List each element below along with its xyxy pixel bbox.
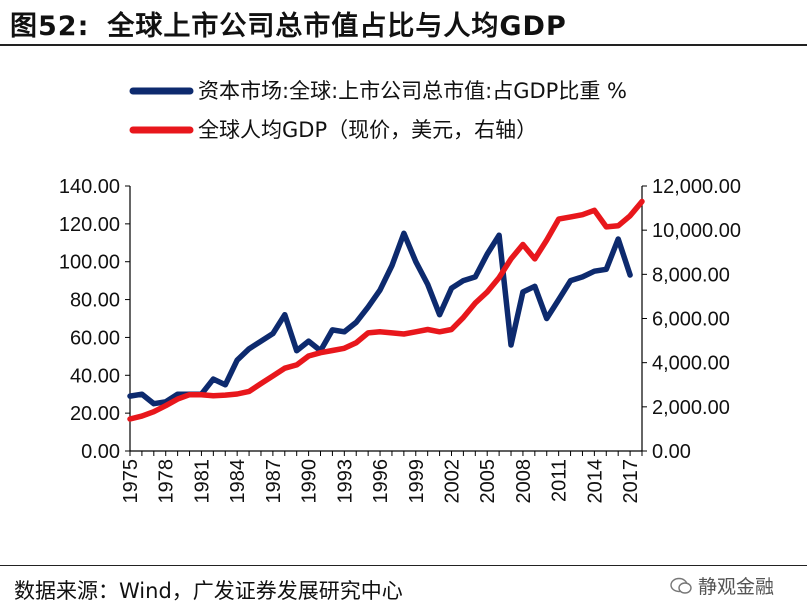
legend-label-series1: 资本市场:全球:上市公司总市值:占GDP比重 % xyxy=(198,79,627,103)
x-tick-label: 2011 xyxy=(549,459,571,502)
watermark: 静观金融 xyxy=(670,572,774,599)
bottom-rule xyxy=(0,565,807,566)
figure-label: 图52: xyxy=(10,11,90,42)
x-tick-label: 1987 xyxy=(263,459,285,504)
y-left-tick-label: 80.00 xyxy=(70,290,120,312)
x-tick-label: 1984 xyxy=(227,459,249,504)
axes: 0.00 20.00 40.00 60.00 80.00 100.00 120.00 140.… xyxy=(59,176,741,504)
x-tick-label: 1996 xyxy=(370,459,392,504)
wechat-icon xyxy=(670,577,692,594)
y-right-tick-label: 2,000.00 xyxy=(652,397,730,419)
y-right-tick-label: 6,000.00 xyxy=(652,309,730,331)
x-tick-label: 1999 xyxy=(406,459,428,504)
series-line-market-cap-ratio xyxy=(127,230,633,407)
x-tick-label: 2017 xyxy=(620,459,642,504)
figure-title-text: 全球上市公司总市值占比与人均GDP xyxy=(107,11,567,42)
y-left-tick-label: 0.00 xyxy=(81,441,120,463)
legend: 资本市场:全球:上市公司总市值:占GDP比重 % 全球人均GDP（现价，美元，右… xyxy=(129,79,627,142)
x-tick-label: 2005 xyxy=(477,459,499,504)
legend-label-series2: 全球人均GDP（现价，美元，右轴） xyxy=(198,118,537,142)
top-rule xyxy=(0,44,807,46)
y-left-tick-label: 140.00 xyxy=(59,176,120,198)
chart: 资本市场:全球:上市公司总市值:占GDP比重 % 全球人均GDP（现价，美元，右… xyxy=(59,79,741,504)
y-left-tick-label: 60.00 xyxy=(70,327,120,349)
y-left-tick-label: 100.00 xyxy=(59,252,120,274)
y-right-tick-label: 8,000.00 xyxy=(652,264,730,286)
x-tick-label: 1978 xyxy=(156,459,178,504)
y-left-tick-label: 40.00 xyxy=(70,365,120,387)
y-left-tick-label: 20.00 xyxy=(70,403,120,425)
watermark-text: 静观金融 xyxy=(698,576,775,598)
x-tick-label: 2008 xyxy=(513,459,535,504)
y-right-tick-label: 12,000.00 xyxy=(652,176,741,198)
x-tick-label: 1981 xyxy=(191,459,213,504)
source-note: 数据来源：Wind，广发证券发展研究中心 xyxy=(14,579,403,603)
y-right-tick-label: 0.00 xyxy=(652,441,691,463)
x-tick-label: 2014 xyxy=(584,459,606,504)
y-left-tick-label: 120.00 xyxy=(59,214,120,236)
series-line-gdp-per-capita xyxy=(127,198,645,422)
figure-title: 图52: 全球上市公司总市值占比与人均GDP xyxy=(10,4,567,43)
x-tick-label: 1990 xyxy=(299,459,321,504)
y-right-tick-label: 4,000.00 xyxy=(652,353,730,375)
series-lines xyxy=(127,198,645,422)
x-tick-label: 1975 xyxy=(120,459,142,504)
x-tick-label: 1993 xyxy=(334,459,356,504)
y-right-tick-label: 10,000.00 xyxy=(652,220,741,242)
x-tick-label: 2002 xyxy=(441,459,463,504)
